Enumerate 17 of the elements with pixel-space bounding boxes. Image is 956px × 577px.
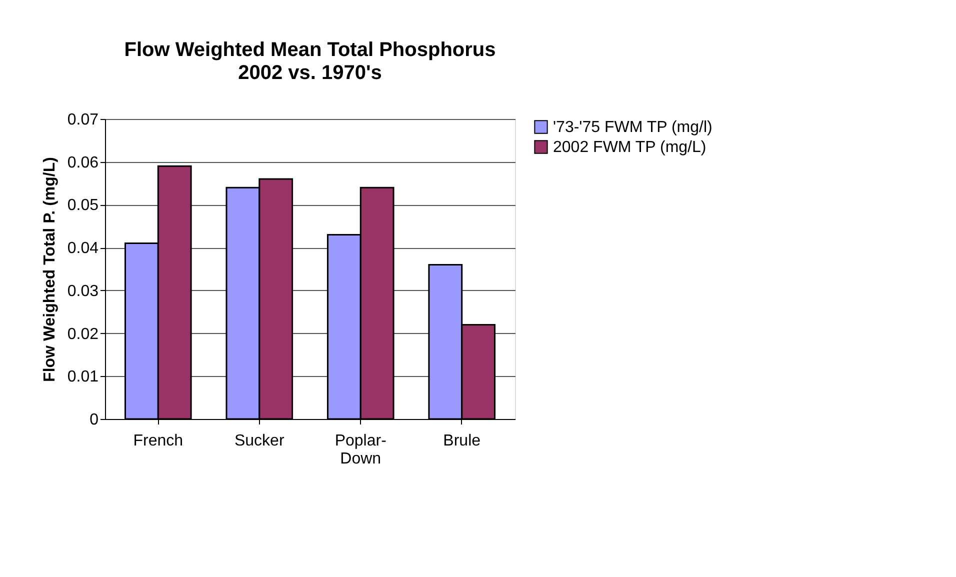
y-tick-label: 0 bbox=[90, 412, 99, 428]
chart-subtitle: 2002 vs. 1970's bbox=[238, 62, 382, 84]
legend-label: 2002 FWM TP (mg/L) bbox=[553, 139, 706, 156]
x-tick-label: Poplar-Down bbox=[334, 432, 386, 468]
y-tick-label: 0.05 bbox=[67, 197, 99, 214]
x-tick-label: French bbox=[133, 432, 184, 450]
y-tick-label: 0.03 bbox=[67, 282, 99, 300]
y-axis-title: Flow Weighted Total P. (mg/L) bbox=[41, 157, 58, 382]
y-tick-label: 0.07 bbox=[67, 112, 99, 128]
chart-title: Flow Weighted Mean Total Phosphorus bbox=[124, 39, 496, 61]
y-tick-label: 0.04 bbox=[67, 240, 99, 258]
y-tick-label: 0.06 bbox=[67, 154, 99, 172]
y-tick-label: 0.01 bbox=[67, 368, 99, 386]
y-tick-label: 0.02 bbox=[67, 326, 99, 343]
legend-label: '73-'75 FWM TP (mg/l) bbox=[553, 119, 712, 136]
x-tick-label: Brule bbox=[443, 432, 481, 450]
x-tick-label: Sucker bbox=[234, 432, 285, 450]
